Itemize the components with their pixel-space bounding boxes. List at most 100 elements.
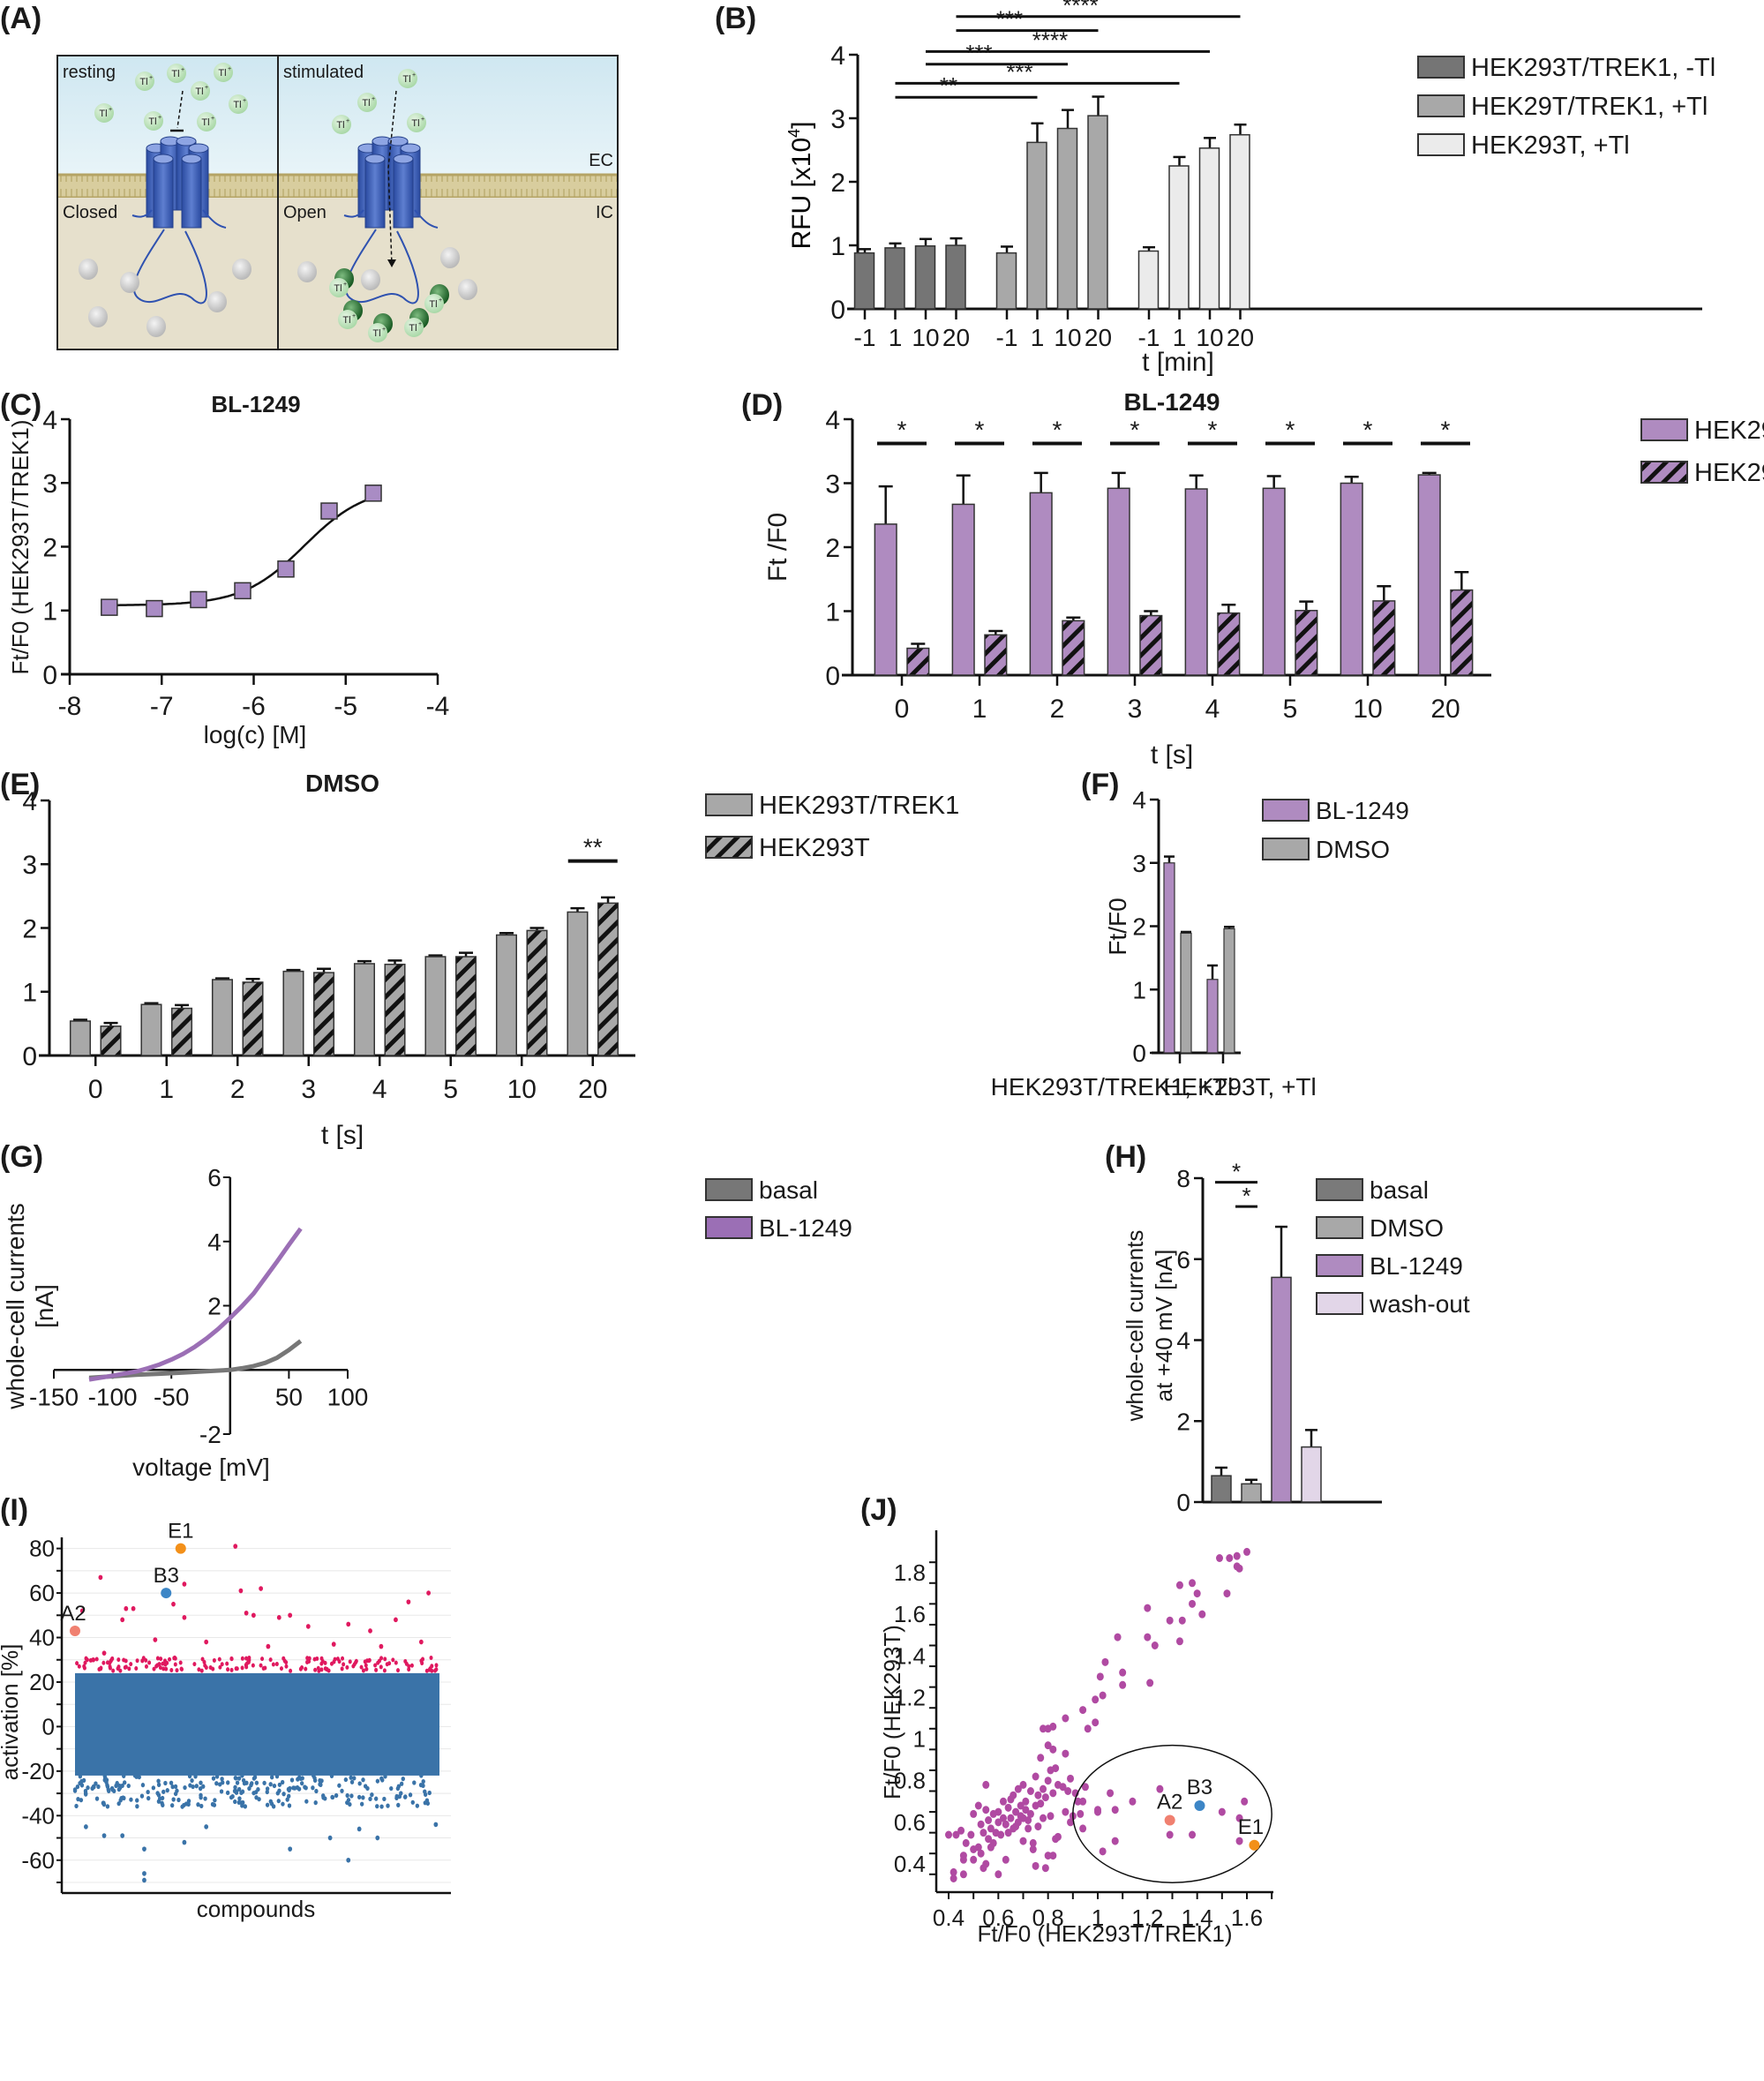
thallium-ion (94, 103, 114, 123)
ion-charge: + (205, 85, 208, 91)
x-tick-label: -1 (854, 324, 876, 351)
hit-point (364, 1666, 369, 1672)
inactive-point (312, 1773, 316, 1778)
hit-point (288, 1612, 293, 1619)
data-point (1040, 1814, 1047, 1822)
hit-point (168, 1657, 172, 1662)
inactive-point (140, 1783, 146, 1788)
inactive-point (304, 1799, 309, 1804)
y-tick-label: 2 (207, 1293, 221, 1320)
inactive-point (198, 1786, 203, 1792)
data-point (995, 1818, 1002, 1827)
hit-point (91, 1657, 96, 1663)
hit-point (251, 1612, 256, 1619)
data-point (1019, 1780, 1027, 1789)
data-point (1178, 1616, 1186, 1625)
inactive-point (183, 1784, 187, 1791)
ion-charge: + (109, 107, 112, 113)
data-point (1026, 1809, 1034, 1818)
bar (526, 929, 548, 1056)
y-tick-label: 4 (830, 41, 845, 71)
data-point (1119, 1668, 1127, 1677)
data-point (1189, 1830, 1197, 1839)
inactive-point (169, 1803, 175, 1808)
data-point (1094, 1807, 1101, 1816)
inactive-point (277, 1782, 282, 1787)
inactive-point (412, 1780, 417, 1785)
y-tick-label: 2 (1132, 913, 1146, 941)
significance-label: ** (940, 72, 957, 99)
legend-swatch (1262, 838, 1310, 860)
thallium-ion (167, 64, 186, 83)
data-point (1198, 1610, 1206, 1619)
inactive-point (359, 1801, 364, 1807)
data-point (1022, 1806, 1030, 1814)
bar (211, 979, 234, 1056)
inactive-point (313, 1800, 318, 1806)
inactive-point (117, 1783, 122, 1789)
data-point (1049, 1789, 1057, 1798)
hit-point (284, 1664, 289, 1669)
hit-point (200, 1657, 205, 1662)
hit-point (135, 1658, 139, 1664)
series-line-basal (88, 1339, 303, 1380)
inactive-point (361, 1777, 365, 1783)
inactive-point (94, 1796, 100, 1801)
significance-label: *** (1006, 58, 1032, 85)
bar (1262, 487, 1286, 676)
channel-tail (414, 209, 439, 229)
y-tick-label: 0 (42, 661, 57, 690)
legend-label: HEK293T (759, 834, 870, 862)
inactive-point (170, 1784, 175, 1790)
significance-label: * (1053, 417, 1062, 444)
data-point (1146, 1679, 1154, 1687)
hit-point (75, 1661, 79, 1666)
hit-point (124, 1658, 128, 1664)
inactive-point (281, 1792, 286, 1797)
data-point (1144, 1633, 1152, 1642)
data-point (1049, 1852, 1057, 1860)
bar (1211, 1475, 1232, 1503)
x-tick-label: 1.6 (1231, 1904, 1263, 1931)
legend-label: HEK293T (1694, 459, 1764, 487)
inactive-point (240, 1773, 244, 1778)
bar (1168, 165, 1190, 310)
y-tick-label: 3 (1132, 850, 1146, 877)
y-axis-title: Ft/F0 (HEK293T) (879, 1625, 905, 1799)
legend-label: HEK293T/TREK1 (759, 792, 959, 820)
hit-point (331, 1642, 336, 1647)
y-tick-label: 60 (29, 1580, 55, 1606)
chart-title: BL-1249 (1124, 388, 1220, 416)
hit-point (335, 1657, 340, 1662)
x-tick-label: 1 (159, 1075, 174, 1104)
data-point (1166, 1616, 1174, 1625)
hit-point (406, 1599, 411, 1604)
hit-point (247, 1657, 251, 1663)
hit-point (379, 1656, 384, 1661)
hit-point (147, 1660, 152, 1665)
y-tick-label: 1 (22, 979, 37, 1008)
bar (1450, 589, 1474, 676)
hit-point (424, 1668, 429, 1673)
inactive-point (156, 1782, 161, 1787)
significance-label: * (1232, 1159, 1241, 1185)
hit-point (341, 1656, 345, 1661)
legend-label: DMSO (1370, 1214, 1444, 1242)
data-point (945, 1830, 952, 1839)
x-tick-label: 3 (301, 1075, 316, 1104)
inactive-point (199, 1780, 203, 1785)
plot-area: 0 2 4 6 8 ** whole-cell currents at +40 mV [nA] (1122, 1159, 1382, 1516)
bar (1271, 1276, 1292, 1503)
inactive-point (394, 1793, 399, 1799)
bar (914, 244, 936, 310)
data-point (1004, 1829, 1012, 1837)
inactive-point (321, 1795, 326, 1800)
data-point (1062, 1807, 1070, 1816)
highlight-point-b3 (1194, 1800, 1205, 1811)
y-tick-label: -60 (21, 1847, 55, 1874)
y-tick-label: 3 (825, 470, 840, 499)
inactive-point (272, 1783, 277, 1789)
hit-point (367, 1658, 372, 1664)
inactive-point (257, 1797, 261, 1802)
